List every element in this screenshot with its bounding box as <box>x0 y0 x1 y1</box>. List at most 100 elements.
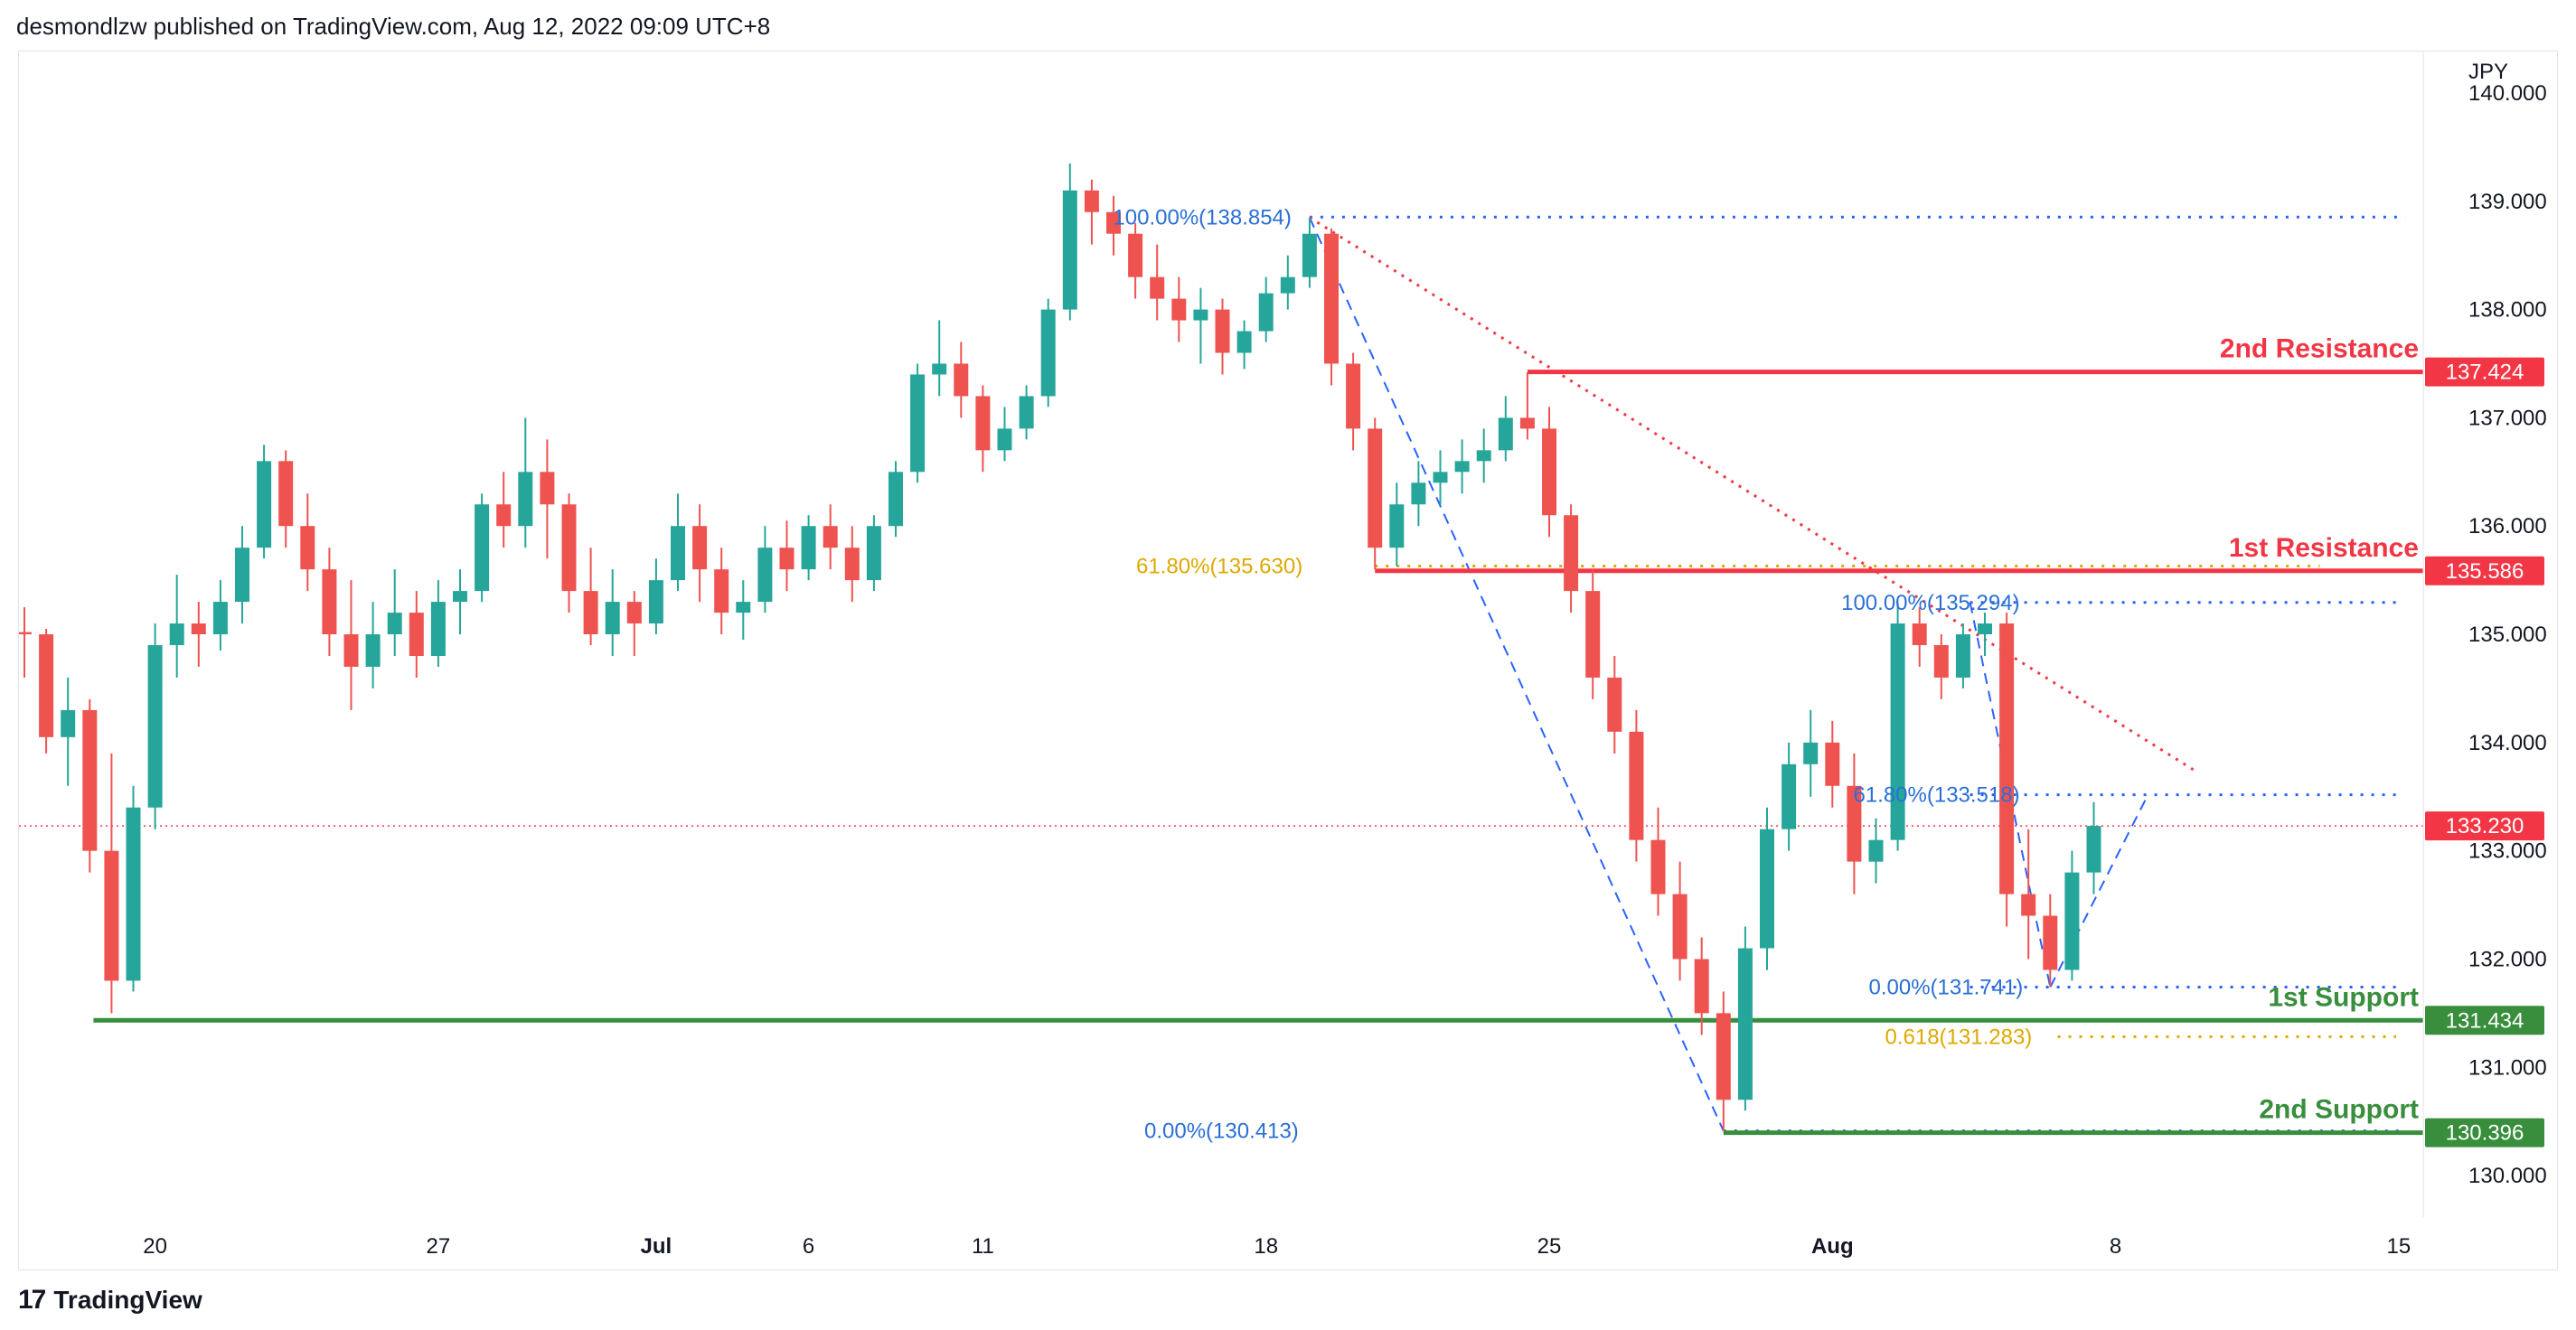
descending-trendline <box>1309 216 2195 772</box>
trend-leg-line <box>1308 217 1725 1132</box>
candle-body <box>1019 396 1034 429</box>
candle-body <box>475 504 490 592</box>
trend-leg-line <box>1969 602 2052 988</box>
candle-body <box>518 472 533 527</box>
candle-body <box>235 548 249 603</box>
candle-body <box>757 548 773 603</box>
candle-body <box>910 374 926 473</box>
fib-label: 61.80%(133.518) <box>1853 783 2019 808</box>
candle-body <box>997 428 1012 451</box>
candle-body <box>126 807 141 981</box>
candle-body <box>1564 515 1579 592</box>
tradingview-logo-icon: 17 <box>18 1285 46 1315</box>
candle-body <box>1128 233 1143 277</box>
y-tick-label: 140.000 <box>2468 81 2547 106</box>
fib-label: 0.00%(131.741) <box>1869 976 2024 1000</box>
candle-body <box>540 472 555 505</box>
candle-body <box>648 580 663 624</box>
resistance-label: 2nd Resistance <box>2220 334 2419 364</box>
candle-body <box>583 591 598 635</box>
candle-body <box>779 548 794 570</box>
resistance-price-tag-bg <box>2425 556 2544 585</box>
y-tick-label: 133.000 <box>2468 839 2547 864</box>
candle-body <box>714 569 729 613</box>
candle-body <box>300 526 315 570</box>
candle-body <box>2021 894 2036 916</box>
candle-body <box>1999 623 2015 894</box>
candle-body <box>212 602 228 635</box>
candle-body <box>1933 645 1949 678</box>
candle-body <box>1672 894 1688 960</box>
candle-body <box>1302 233 1317 277</box>
candle-body <box>1585 591 1601 678</box>
candle-body <box>626 602 642 624</box>
candle-body <box>1629 731 1644 840</box>
fib-label: 0.00%(130.413) <box>1144 1119 1299 1144</box>
candle-body <box>343 634 359 667</box>
candle-body <box>1694 959 1709 1014</box>
candle-body <box>1454 461 1470 473</box>
candle-body <box>1171 298 1187 321</box>
support-label: 2nd Support <box>2259 1095 2419 1125</box>
candle-body <box>1955 634 1970 678</box>
resistance-price-tag-bg <box>2425 357 2544 387</box>
chart-area[interactable]: 2nd Resistance 1st Resistance 1st Support 2… <box>18 51 2558 1270</box>
candle-body <box>736 602 751 613</box>
candlestick-chart[interactable]: 2nd Resistance 1st Resistance 1st Support 2… <box>19 52 2559 1271</box>
candle-body <box>1760 829 1774 949</box>
candle-body <box>496 504 512 527</box>
candle-body <box>1280 276 1295 294</box>
candle-body <box>1324 233 1339 364</box>
candle-body <box>1258 293 1274 332</box>
candle-body <box>365 634 381 667</box>
candle-body <box>1150 276 1165 299</box>
candle-body <box>1389 504 1405 548</box>
x-tick-label: Jul <box>641 1234 672 1259</box>
x-tick-label: 27 <box>427 1234 451 1259</box>
candle-body <box>39 634 54 737</box>
x-tick-label: 6 <box>803 1234 814 1259</box>
candle-body <box>147 645 163 808</box>
candle-body <box>257 461 272 548</box>
candle-body <box>1868 839 1884 862</box>
candle-body <box>932 363 947 375</box>
current-price-tag: 133.230 <box>2446 814 2524 838</box>
candle-body <box>19 632 32 635</box>
candle-body <box>561 504 577 592</box>
candle-body <box>1607 677 1622 732</box>
y-tick-label: 138.000 <box>2468 298 2547 323</box>
candle-body <box>169 623 184 646</box>
candle-body <box>1542 428 1556 516</box>
tradingview-footer[interactable]: 17 TradingView <box>18 1285 202 1316</box>
candle-body <box>1803 742 1819 764</box>
candle-body <box>1236 331 1252 353</box>
y-tick-label: 131.000 <box>2468 1055 2547 1080</box>
candle-body <box>1890 623 1905 840</box>
fib-label: 61.80%(135.630) <box>1136 555 1302 579</box>
support-label: 1st Support <box>2268 982 2419 1012</box>
candle-body <box>1193 309 1208 321</box>
candle-body <box>1519 417 1535 429</box>
candle-body <box>975 396 991 451</box>
candle-body <box>1650 839 1666 894</box>
support-price-tag-bg <box>2425 1006 2544 1035</box>
publish-info: desmondlzw published on TradingView.com,… <box>16 13 771 40</box>
fib-label: 0.618(131.283) <box>1885 1025 2033 1049</box>
fib-label: 100.00%(135.294) <box>1841 591 2019 615</box>
y-tick-label: 137.000 <box>2468 406 2547 430</box>
x-tick-label: 20 <box>143 1234 167 1259</box>
resistance-price-tag: 135.586 <box>2446 559 2524 584</box>
y-tick-label: 136.000 <box>2468 514 2547 539</box>
candle-body <box>1716 1013 1731 1101</box>
candle-body <box>1411 482 1426 505</box>
candle-body <box>844 548 860 581</box>
candle-body <box>1346 363 1361 429</box>
candle-body <box>2043 915 2058 970</box>
resistance-price-tag: 137.424 <box>2446 361 2524 385</box>
x-tick-label: 8 <box>2110 1234 2121 1259</box>
candle-body <box>1106 211 1121 234</box>
candle-body <box>1978 623 1992 635</box>
candle-body <box>888 472 903 527</box>
currency-label: JPY <box>2468 60 2508 84</box>
x-tick-label: 18 <box>1254 1234 1278 1259</box>
